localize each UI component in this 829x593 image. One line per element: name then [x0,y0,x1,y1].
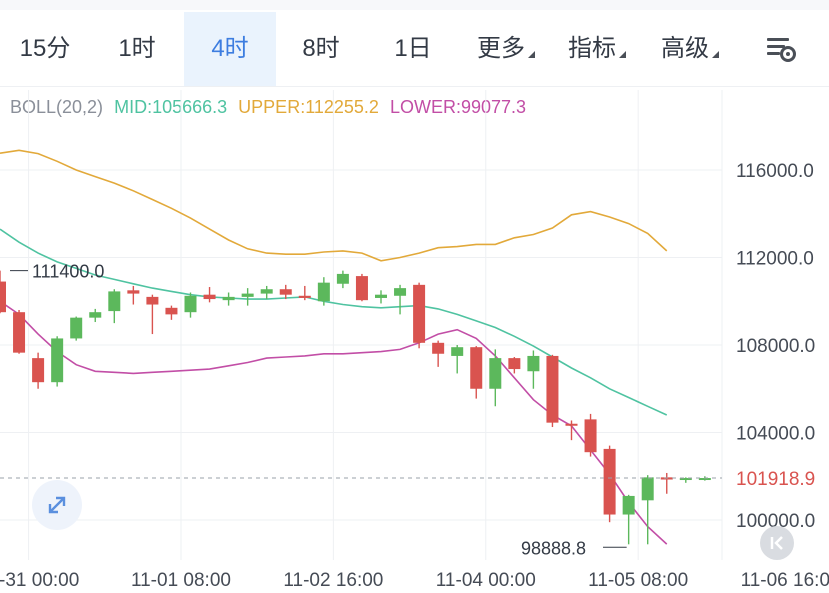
tab-1h[interactable]: 1时 [97,12,177,86]
candle-body [241,293,254,297]
tab-advanced[interactable]: 高级 [650,12,730,86]
boll-mid-value: MID:105666.3 [114,97,228,117]
y-tick-label: 112000.0 [736,249,814,270]
scroll-to-latest-icon [770,536,783,550]
candle-body [546,355,559,423]
last-price-tag-bg [724,463,829,494]
boll-lower-value: LOWER:99077.3 [389,97,527,117]
candle-body [355,276,368,301]
boll-upper-value: UPPER:112255.2 [238,97,379,117]
boll-name: BOLL(20,2) [10,97,104,117]
candle-body [413,284,426,343]
candle-body [451,347,464,356]
tab-label: 4时 [211,35,249,62]
tab-15m[interactable]: 15分 [5,12,85,86]
candle-body [279,289,292,295]
boll-legend: BOLL(20,2) MID:105666.3 UPPER:112255.2 L… [10,97,532,118]
last-price-tag: 101918.9 [736,469,815,490]
candle-body [603,448,616,515]
candle-body [146,296,159,305]
boll-upper-line [0,149,668,262]
candle-body [394,288,407,296]
tab-8h[interactable]: 8时 [281,12,361,86]
candle-body [336,273,349,284]
candle-body [622,495,635,515]
candle-body [375,294,387,298]
tab-label: 指标 [568,35,616,62]
caret-down-icon [528,51,535,58]
candle-body [527,355,540,372]
candle-body [432,342,445,354]
tab-more[interactable]: 更多 [466,12,546,86]
candle-body [298,295,311,298]
candle-body [203,294,216,300]
y-tick-label: 104000.0 [736,424,815,445]
candle-body [698,478,711,481]
candle-body [508,358,521,370]
candle-body [0,281,6,313]
caret-down-icon [619,51,626,58]
candle-body [222,296,235,301]
tab-1d[interactable]: 1日 [373,12,453,86]
expand-icon [48,496,66,514]
chart-settings-icon[interactable] [764,34,798,66]
y-tick-label: 100000.0 [736,511,815,532]
candle-body [32,358,45,383]
candle-body [317,282,330,302]
tab-4h[interactable]: 4时 [184,12,276,86]
candle-body [470,347,483,389]
y-tick-label: 116000.0 [736,161,814,182]
x-tick-label: 11-06 16:00 [741,570,829,591]
top-strip [0,0,829,10]
expand-chart-button[interactable] [32,480,82,530]
candle-body [565,423,578,426]
tab-label: 15分 [19,35,71,62]
interval-tab-bar: 15分 1时 4时 8时 1日 更多 指标 高级 [0,12,829,87]
tab-label: 高级 [661,35,709,62]
y-tick-label: 108000.0 [736,336,815,357]
x-tick-label: 11-04 00:00 [436,570,536,591]
candle-body [489,358,502,389]
candle-body [184,295,197,313]
candle-body [13,312,26,353]
x-tick-label: 10-31 00:00 [0,570,79,591]
x-tick-label: 11-01 08:00 [131,570,231,591]
tab-label: 8时 [302,35,340,62]
x-tick-label: 11-05 08:00 [588,570,688,591]
tab-label: 更多 [477,35,525,62]
caret-down-icon [712,51,719,58]
candle-body [641,477,654,501]
tab-label: 1时 [118,35,156,62]
candle-body [89,312,102,318]
tab-indicators[interactable]: 指标 [557,12,637,86]
max-price-annotation: 111400.0 [32,262,104,282]
candle-body [165,307,178,315]
candle-body [260,289,273,294]
candle-body [584,419,597,453]
scroll-to-latest-button[interactable] [760,526,794,560]
min-price-annotation: 98888.8 [521,538,586,558]
candle-body [127,290,140,294]
candle-body [679,478,692,481]
candle-body [51,338,64,383]
x-tick-label: 11-02 16:00 [283,570,383,591]
candle-body [70,317,83,339]
tab-label: 1日 [394,35,432,62]
candle-body [108,291,121,312]
